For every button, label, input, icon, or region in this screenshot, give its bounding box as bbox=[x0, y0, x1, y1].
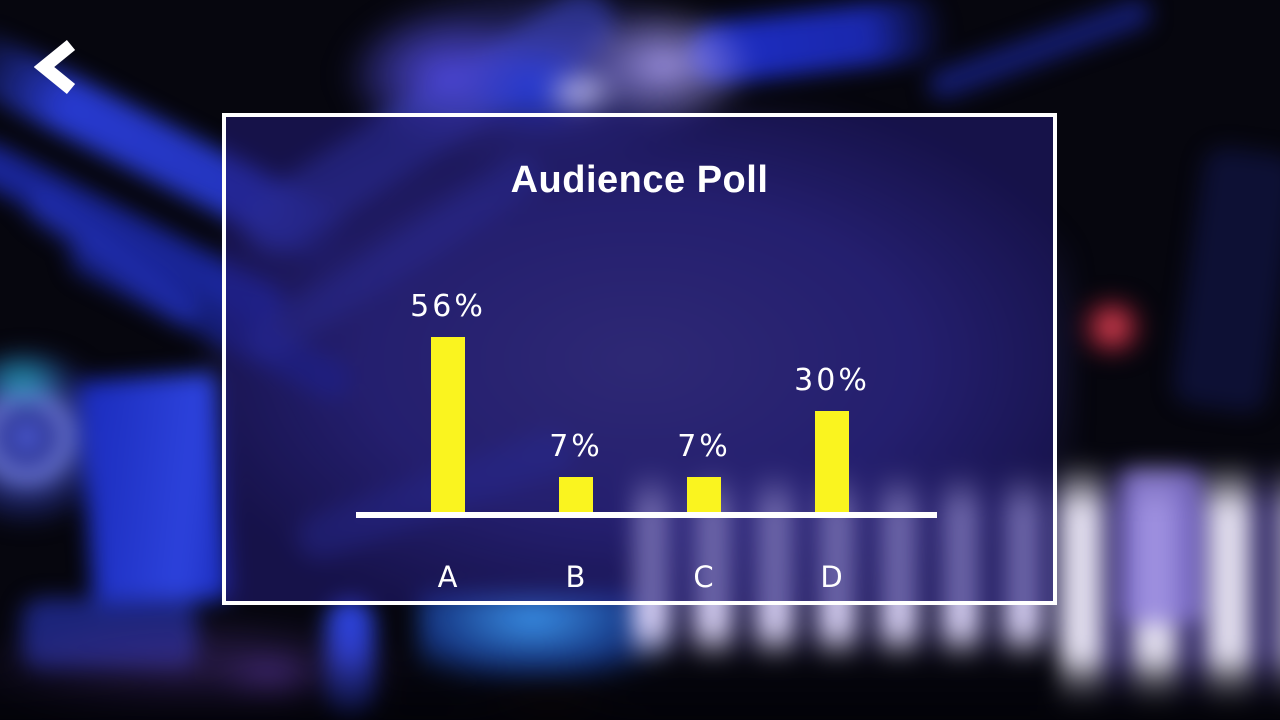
bar-category-label-b: B bbox=[565, 560, 587, 594]
bar-d bbox=[815, 411, 849, 512]
bar-value-label-d: 30% bbox=[794, 363, 870, 398]
bg-ceiling-light bbox=[540, 65, 620, 120]
bg-red-light bbox=[1072, 298, 1152, 356]
bar-category-label-d: D bbox=[820, 560, 844, 594]
bar-value-label-b: 7% bbox=[549, 429, 603, 464]
bg-led-panel bbox=[78, 371, 232, 609]
back-button[interactable] bbox=[28, 30, 92, 104]
bar-group-d: 30% bbox=[772, 117, 892, 512]
bg-purple-column bbox=[1120, 468, 1202, 623]
poll-bar-chart: 56% 7% 7% 30% A B C D bbox=[226, 117, 1053, 601]
bg-faint-shape bbox=[1170, 144, 1280, 416]
bar-value-label-c: 7% bbox=[677, 429, 731, 464]
bar-a bbox=[431, 337, 465, 512]
bar-category-label-a: A bbox=[437, 560, 459, 594]
bar-category-label-c: C bbox=[693, 560, 715, 594]
bar-value-label-a: 56% bbox=[410, 289, 486, 324]
audience-poll-panel: Audience Poll 56% 7% 7% 30% A B C D bbox=[222, 113, 1057, 605]
bg-light-beam bbox=[923, 0, 1156, 104]
bar-group-c: 7% bbox=[644, 117, 764, 512]
bar-b bbox=[559, 477, 593, 512]
x-axis-line bbox=[356, 512, 937, 518]
bar-group-b: 7% bbox=[516, 117, 636, 512]
poll-title: Audience Poll bbox=[510, 159, 769, 201]
bar-group-a: 56% bbox=[388, 117, 508, 512]
bg-teal-light bbox=[0, 350, 72, 408]
chevron-left-icon bbox=[34, 39, 76, 95]
bar-c bbox=[687, 477, 721, 512]
bg-bottom-shadow bbox=[0, 652, 1280, 720]
